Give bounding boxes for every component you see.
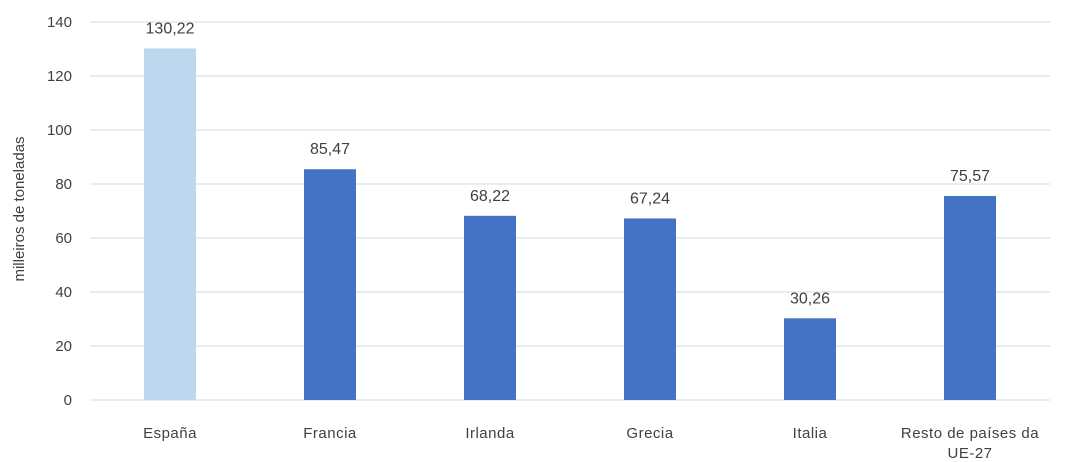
- x-category-label: Resto de países da UE-27: [901, 425, 1039, 462]
- data-label: 67,24: [630, 190, 670, 207]
- bar-5: [944, 195, 996, 400]
- y-tick-label: 20: [55, 338, 72, 355]
- x-axis-categories: España Francia Irlanda Grecia Italia Resto de…: [143, 425, 1039, 462]
- bar-1: [304, 169, 356, 400]
- x-category-label: Irlanda: [465, 425, 515, 442]
- y-tick-label: 0: [64, 392, 72, 409]
- y-tick-label: 120: [47, 68, 72, 85]
- gridlines: [90, 21, 1050, 401]
- y-axis-ticks: 0 20 40 60 80 100 120 140: [47, 14, 72, 409]
- x-category-label: Grecia: [626, 425, 673, 442]
- y-tick-label: 60: [55, 230, 72, 247]
- y-tick-label: 80: [55, 176, 72, 193]
- data-label: 30,26: [790, 290, 830, 307]
- bars: [144, 48, 996, 400]
- x-category-label: Italia: [793, 425, 828, 442]
- bar-2: [464, 215, 516, 400]
- y-tick-label: 40: [55, 284, 72, 301]
- data-labels: 130,22 85,47 68,22 67,24 30,26 75,57: [146, 20, 991, 307]
- data-label: 68,22: [470, 188, 510, 205]
- x-category-label: Francia: [303, 425, 357, 442]
- data-label: 130,22: [146, 20, 195, 37]
- y-axis-title: milleiros de toneladas: [11, 136, 28, 281]
- data-label: 85,47: [310, 141, 350, 158]
- bar-0: [144, 48, 196, 400]
- bar-3: [624, 218, 676, 400]
- x-category-label: España: [143, 425, 197, 442]
- bar-4: [784, 318, 836, 400]
- y-tick-label: 100: [47, 122, 72, 139]
- y-tick-label: 140: [47, 14, 72, 31]
- data-label: 75,57: [950, 168, 990, 185]
